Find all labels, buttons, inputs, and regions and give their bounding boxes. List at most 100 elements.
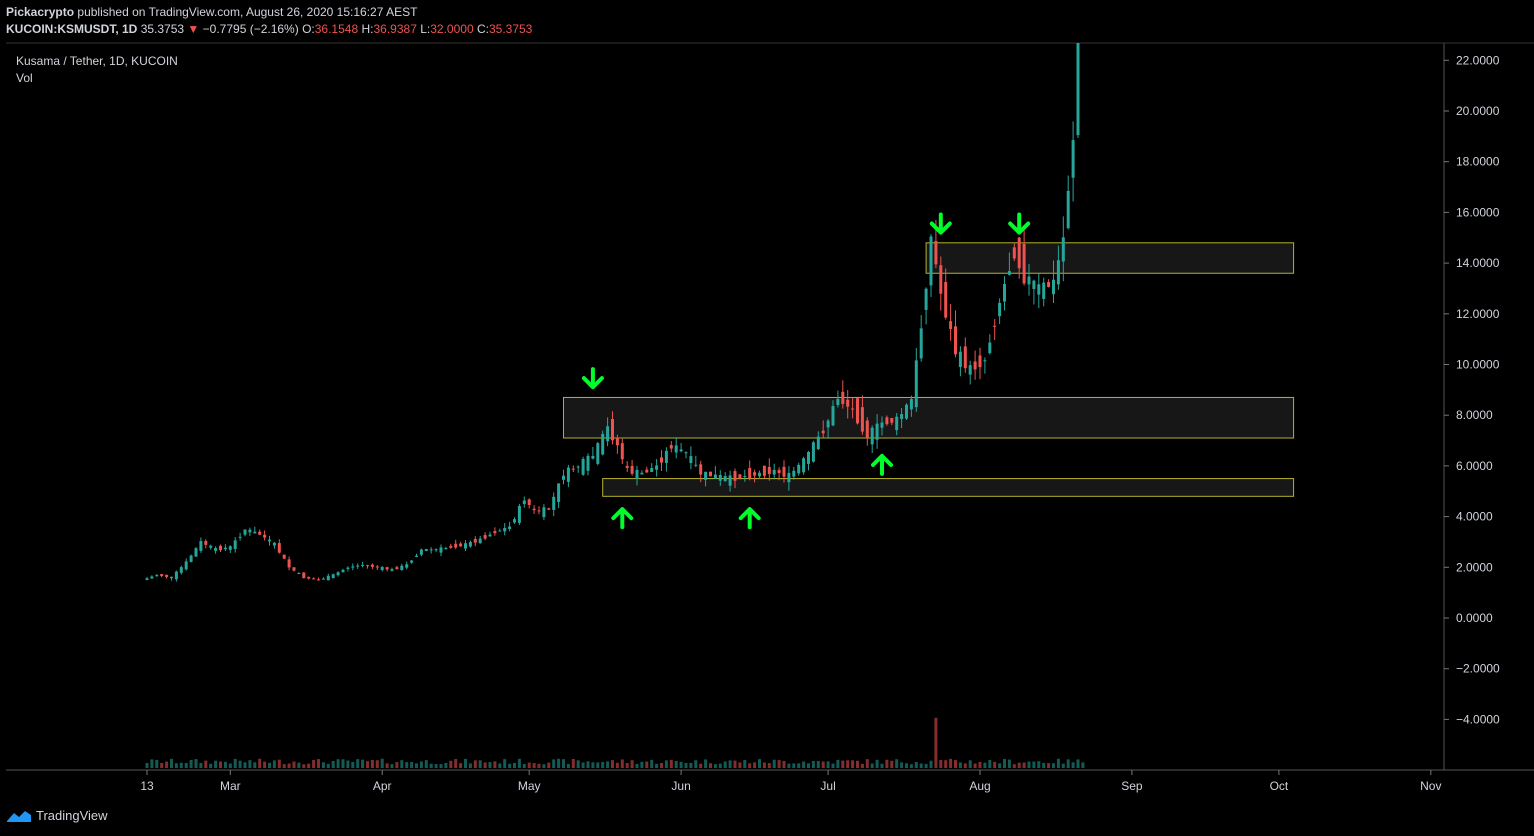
tradingview-logo-icon	[7, 810, 31, 822]
y-tick-label: 8.0000	[1456, 408, 1493, 422]
volume-bar	[1052, 763, 1055, 768]
volume-bar	[679, 761, 683, 768]
support-resistance-zone[interactable]	[563, 396, 1295, 439]
candle-body	[601, 433, 605, 455]
volume-bar	[591, 762, 595, 768]
volume-bar	[890, 760, 894, 768]
volume-bar	[767, 763, 771, 768]
candle-body	[1022, 243, 1026, 284]
candle-body	[743, 476, 747, 478]
footer-brand[interactable]: TradingView	[6, 808, 108, 823]
volume-bar	[522, 763, 526, 768]
volume-bar	[498, 763, 502, 768]
candle-body	[341, 569, 345, 573]
down-arrow-icon[interactable]	[1008, 212, 1031, 235]
candle-body	[248, 529, 252, 533]
candle-body	[547, 508, 551, 510]
volume-bar	[1012, 764, 1016, 768]
down-arrow-icon[interactable]	[929, 212, 952, 235]
candle-body	[439, 547, 443, 553]
volume-bar	[895, 759, 899, 768]
candle-body	[243, 529, 247, 535]
volume-bar	[268, 762, 271, 768]
candle-body	[958, 351, 962, 368]
up-arrow-icon[interactable]	[611, 507, 634, 530]
volume-bar	[699, 763, 703, 768]
volume-bar	[743, 759, 747, 768]
volume-bar	[424, 760, 428, 768]
candle-body	[625, 465, 629, 468]
candle-body	[978, 355, 982, 368]
volume-bar	[836, 759, 840, 768]
candle-body	[493, 531, 497, 534]
volume-bar	[905, 763, 908, 768]
candle-body	[596, 443, 600, 464]
volume-bar	[1066, 759, 1070, 768]
author-name[interactable]: Pickacrypto	[6, 5, 75, 19]
support-resistance-zone[interactable]	[602, 478, 1295, 497]
low-value: 32.0000	[430, 22, 474, 36]
volume-bar	[317, 759, 320, 768]
chart-legend-title[interactable]: Kusama / Tether, 1D, KUCOIN	[16, 54, 178, 68]
volume-bar	[1047, 763, 1051, 768]
volume-bar	[253, 762, 257, 768]
volume-bar	[949, 758, 953, 768]
volume-bar	[204, 760, 208, 768]
volume-bar	[238, 760, 242, 768]
candle-body	[503, 527, 507, 532]
volume-bar	[219, 761, 222, 768]
volume-bar	[645, 761, 649, 768]
candle-body	[807, 452, 810, 464]
candle-body	[277, 543, 281, 553]
volume-bar	[650, 759, 654, 768]
volume-bar	[718, 763, 722, 768]
candle-body	[145, 578, 149, 581]
candle-body	[704, 471, 708, 480]
candle-body	[282, 554, 286, 559]
candle-body	[537, 510, 541, 512]
volume-bar	[346, 760, 350, 768]
volume-bar	[174, 763, 178, 768]
candle-body	[728, 475, 732, 486]
candle-body	[189, 555, 193, 562]
candle-body	[317, 579, 320, 581]
support-resistance-zone[interactable]	[925, 242, 1295, 274]
candle-body	[424, 548, 428, 551]
candle-body	[689, 456, 693, 464]
x-tick-label: Aug	[969, 779, 990, 793]
volume-bar	[968, 760, 972, 768]
candle-body	[650, 468, 654, 472]
close-value: 35.3753	[488, 22, 533, 36]
volume-bar	[542, 764, 546, 768]
volume-bar	[517, 758, 521, 768]
volume-bar	[356, 759, 360, 768]
down-triangle-icon: ▼	[187, 22, 200, 36]
candle-body	[787, 472, 791, 483]
candle-body	[498, 530, 502, 532]
volume-bar	[826, 761, 830, 768]
volume-bar	[297, 762, 301, 768]
up-arrow-icon[interactable]	[871, 453, 893, 476]
y-tick-label: 12.0000	[1456, 307, 1500, 321]
candle-body	[459, 543, 463, 547]
candle-body	[562, 475, 565, 480]
volume-bar	[640, 761, 644, 768]
published-text: published on TradingView.com, August 26,…	[77, 5, 418, 19]
candle-body	[674, 445, 678, 453]
candle-body	[219, 545, 222, 551]
candle-body	[846, 399, 850, 407]
volume-bar	[243, 762, 247, 768]
volume-bar	[199, 762, 203, 768]
candle-body	[380, 567, 384, 571]
volume-bar	[865, 759, 869, 768]
y-tick-label: 16.0000	[1456, 205, 1500, 219]
volume-legend[interactable]: Vol	[16, 71, 33, 85]
volume-bar	[468, 763, 472, 768]
up-arrow-icon[interactable]	[738, 507, 761, 530]
down-arrow-icon[interactable]	[581, 367, 604, 390]
candle-body	[1032, 280, 1036, 289]
volume-bar	[669, 759, 673, 768]
candle-body	[292, 567, 296, 571]
candle-body	[272, 542, 276, 546]
